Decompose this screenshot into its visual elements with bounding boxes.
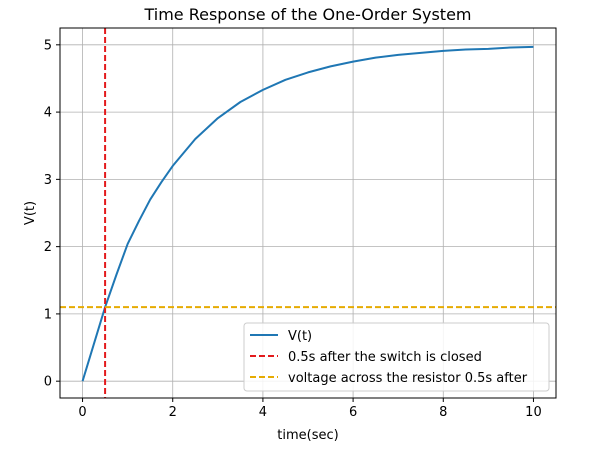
series-layer (60, 28, 556, 398)
x-axis-label: time(sec) (277, 428, 338, 443)
y-tick-label: 0 (44, 375, 52, 390)
x-tick-label: 8 (439, 405, 447, 420)
ticks-layer: 0 2 4 6 8 10 0 1 2 3 4 5 (44, 38, 542, 420)
legend: V(t) 0.5s after the switch is closed vol… (243, 322, 550, 392)
x-tick-label: 0 (78, 405, 86, 420)
series-line-vt (81, 45, 534, 382)
x-tick-label: 4 (259, 405, 267, 420)
plot-frame (59, 27, 557, 399)
x-tick-label: 10 (525, 405, 542, 420)
x-tick-label: 6 (349, 405, 357, 420)
y-tick-label: 2 (44, 240, 52, 255)
y-tick-label: 3 (44, 173, 52, 188)
legend-box (243, 322, 550, 392)
chart-title: Time Response of the One-Order System (143, 5, 471, 24)
y-axis-label: V(t) (23, 201, 38, 225)
legend-label-resistor: voltage across the resistor 0.5s after (288, 371, 528, 386)
y-tick-label: 1 (44, 307, 52, 322)
legend-label-vt: V(t) (288, 329, 312, 344)
y-tick-label: 5 (44, 38, 52, 53)
y-tick-label: 4 (44, 106, 52, 121)
x-tick-label: 2 (169, 405, 177, 420)
legend-label-switch: 0.5s after the switch is closed (288, 350, 482, 365)
